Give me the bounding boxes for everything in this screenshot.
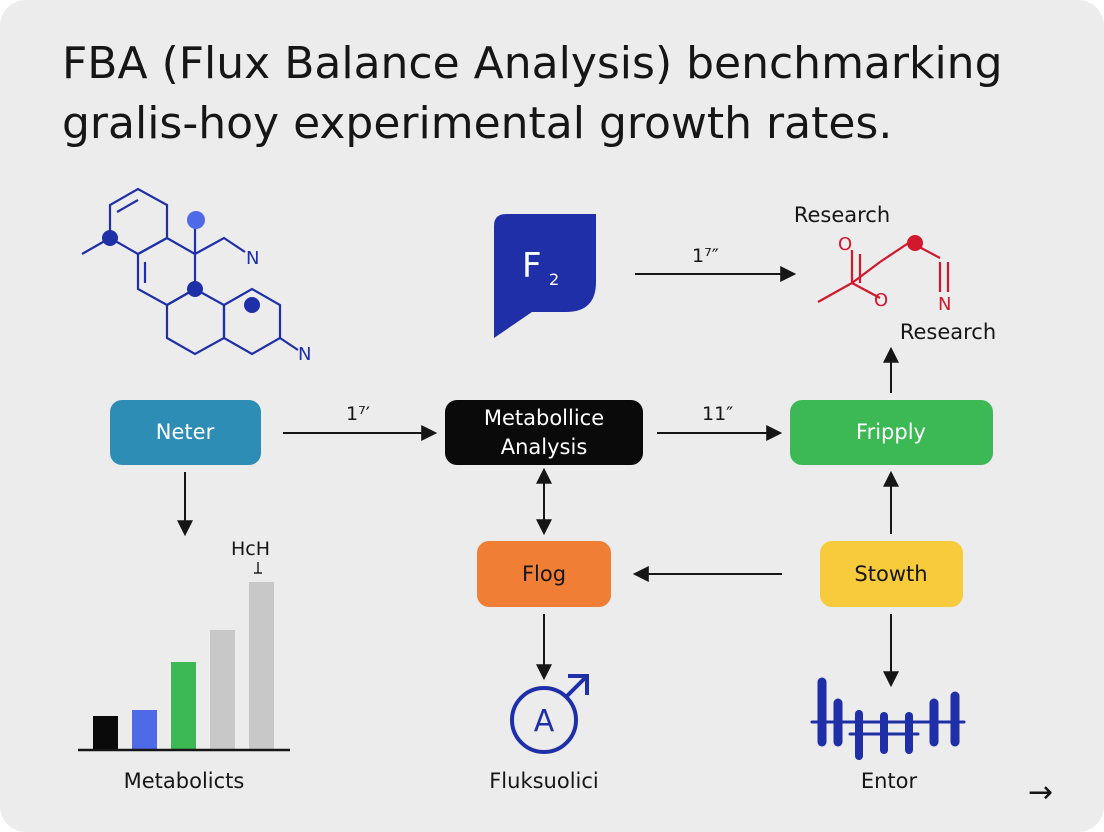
corner-arrow-icon[interactable]: → (1028, 775, 1053, 810)
circle-a-letter: A (534, 704, 555, 739)
node-metabolic-label-2: Analysis (501, 435, 588, 459)
circle-a-icon: A (510, 674, 589, 754)
red-atom (907, 235, 923, 251)
edge-label-f2: 1⁷″ (692, 245, 719, 267)
edge-label-metabolic: 11″ (702, 403, 733, 425)
molecule-atoms: N N (102, 211, 311, 365)
node-stowth-label: Stowth (854, 562, 927, 586)
bar-2 (132, 710, 157, 750)
f2-badge-sub: 2 (549, 270, 559, 289)
atom-label-n3: N (938, 294, 951, 315)
page-title: FBA (Flux Balance Analysis) benchmarking… (62, 34, 1062, 154)
atom-label-n1: N (246, 248, 259, 269)
label-metabolicts: Metabolicts (124, 769, 245, 793)
bar-3 (171, 662, 196, 750)
research-label-right: Research (900, 320, 996, 344)
red-molecule-icon (817, 240, 950, 303)
research-label-top: Research (794, 203, 890, 227)
node-stowth[interactable]: Stowth (820, 541, 963, 607)
bar-5 (249, 582, 274, 750)
node-metabolic-analysis[interactable]: Metabollice Analysis (445, 400, 643, 465)
label-entor: Entor (861, 769, 918, 793)
node-fripply[interactable]: Fripply (790, 400, 993, 465)
title-line-2: gralis-hoy experimental growth rates. (62, 98, 893, 149)
node-neter-label: Neter (156, 420, 215, 444)
bar-1 (93, 716, 118, 750)
bar-group (93, 582, 274, 750)
atom-label-n2: N (298, 344, 311, 365)
atom-label-o2: O (874, 290, 888, 311)
atom-label-o1: O (838, 234, 852, 255)
node-neter[interactable]: Neter (110, 400, 261, 465)
node-fripply-label: Fripply (856, 420, 926, 444)
label-fluksuolici: Fluksuolici (489, 769, 599, 793)
f2-badge-main: F (522, 246, 542, 286)
bar-top-label: HcH (231, 538, 270, 560)
node-flog-label: Flog (522, 562, 566, 586)
bar-4 (210, 630, 235, 750)
title-line-1: FBA (Flux Balance Analysis) benchmarking (62, 38, 1003, 89)
molecule-structure-icon (81, 187, 299, 356)
signal-bars-icon (810, 677, 966, 760)
node-flog[interactable]: Flog (477, 541, 611, 607)
edge-label-neter: 1⁷′ (346, 403, 370, 425)
f2-badge-icon: F 2 (494, 214, 596, 338)
bar-chart-icon: HcH (78, 538, 290, 752)
node-metabolic-label-1: Metabollice (484, 406, 604, 430)
